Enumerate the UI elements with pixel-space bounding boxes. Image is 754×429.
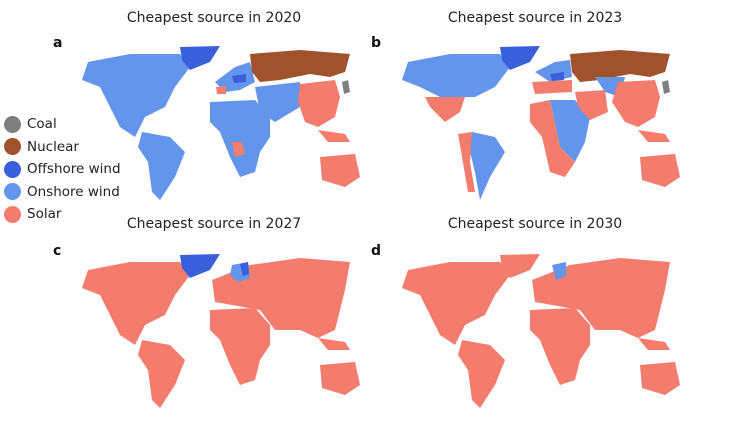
region-japan-korea	[662, 80, 670, 94]
world-map-2030	[402, 254, 680, 408]
region-russia	[570, 50, 670, 82]
region-south-america	[138, 340, 185, 408]
legend-label: Solar	[27, 206, 62, 223]
coal-swatch-icon	[4, 115, 21, 133]
legend-item-coal: Coal	[4, 113, 121, 136]
region-australia	[640, 362, 680, 395]
region-africa	[210, 100, 270, 177]
region-north-america	[82, 54, 190, 137]
region-south-america-east	[470, 132, 505, 200]
region-greenland	[500, 46, 540, 70]
region-south-america-west	[458, 132, 475, 192]
panel-b-letter: b	[371, 35, 382, 51]
region-mexico	[425, 97, 465, 122]
region-africa	[210, 308, 270, 385]
region-se-asia	[638, 338, 670, 350]
region-south-america	[138, 132, 185, 200]
region-angola	[232, 142, 245, 157]
solar-swatch-icon	[4, 205, 21, 223]
panel-a-title: Cheapest source in 2020	[126, 10, 302, 26]
panel-d-title: Cheapest source in 2030	[447, 216, 623, 232]
world-map-2027	[82, 254, 360, 408]
region-africa	[530, 308, 590, 385]
legend-item-offshore-wind: Offshore wind	[4, 158, 121, 181]
legend-label: Offshore wind	[27, 161, 121, 178]
nuclear-swatch-icon	[4, 138, 21, 156]
region-greenland	[180, 254, 220, 278]
region-middle-east	[255, 82, 300, 122]
region-africa-west	[530, 100, 575, 177]
region-eurasia	[532, 258, 670, 338]
panel-c-title: Cheapest source in 2027	[126, 216, 302, 232]
region-central-europe	[232, 74, 246, 83]
panel-b-title: Cheapest source in 2023	[447, 10, 623, 26]
region-africa-east	[550, 100, 590, 162]
region-iberia	[216, 86, 226, 94]
region-australia	[320, 362, 360, 395]
region-south-america	[458, 340, 505, 408]
legend-item-onshore-wind: Onshore wind	[4, 181, 121, 204]
legend-item-nuclear: Nuclear	[4, 136, 121, 159]
panel-c-letter: c	[53, 243, 62, 259]
region-central-europe	[550, 72, 564, 81]
region-china-india	[612, 80, 660, 127]
legend-label: Coal	[27, 116, 57, 133]
region-north-america	[402, 54, 510, 97]
region-australia	[640, 154, 680, 187]
panel-d-letter: d	[371, 243, 382, 259]
region-se-asia	[318, 130, 350, 142]
region-north-america	[402, 262, 510, 345]
legend-label: Nuclear	[27, 138, 79, 155]
legend-item-solar: Solar	[4, 203, 121, 226]
region-scandinavia-offshore	[240, 262, 249, 276]
region-japan-korea	[342, 80, 350, 94]
world-map-2023	[402, 46, 680, 200]
region-greenland	[180, 46, 220, 70]
region-greenland	[500, 254, 540, 278]
legend: Coal Nuclear Offshore wind Onshore wind …	[4, 113, 121, 226]
region-russia	[250, 50, 350, 82]
region-north-america	[82, 262, 190, 345]
onshore-wind-swatch-icon	[4, 183, 21, 201]
legend-label: Onshore wind	[27, 183, 120, 200]
offshore-wind-swatch-icon	[4, 160, 21, 178]
region-scandinavia	[552, 262, 566, 280]
region-china-india	[298, 80, 340, 127]
world-map-2020	[82, 46, 360, 200]
region-se-asia	[318, 338, 350, 350]
panel-a-letter: a	[53, 35, 63, 51]
region-australia	[320, 154, 360, 187]
region-se-asia	[638, 130, 670, 142]
region-southern-europe	[532, 80, 572, 94]
region-middle-east	[575, 90, 608, 120]
